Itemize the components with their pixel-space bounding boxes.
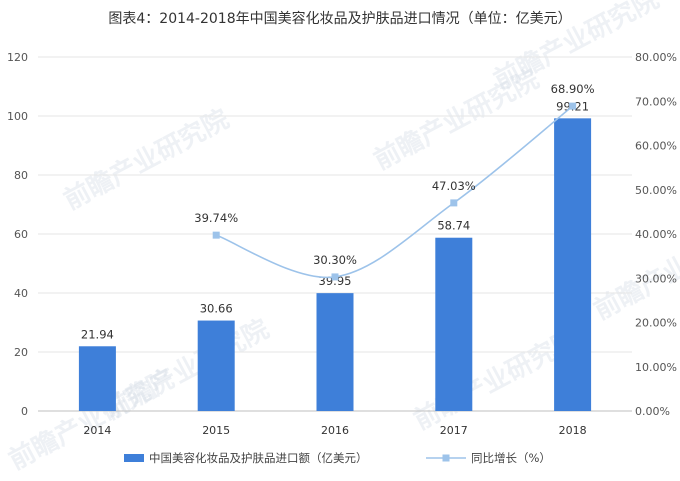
growth-data-label: 47.03% — [432, 179, 476, 193]
bar — [554, 118, 592, 411]
y-right-tick-label: 0.00% — [635, 405, 670, 418]
y-left-tick-label: 40 — [14, 287, 28, 300]
growth-point — [331, 273, 339, 281]
y-right-tick-label: 10.00% — [635, 361, 677, 374]
y-right-tick-label: 70.00% — [635, 95, 677, 108]
growth-line — [215, 105, 574, 279]
y-right-tick-label: 20.00% — [635, 317, 677, 330]
bar-data-label: 21.94 — [81, 327, 114, 341]
y-right-tick-label: 50.00% — [635, 184, 677, 197]
x-tick-label: 2018 — [559, 424, 587, 437]
y-right-tick-label: 40.00% — [635, 228, 677, 241]
legend-swatch-bar — [124, 454, 144, 462]
legend-label-bar: 中国美容化妆品及护肤品进口额（亿美元） — [149, 451, 368, 465]
growth-data-label: 30.30% — [313, 253, 357, 267]
y-right-tick-label: 60.00% — [635, 140, 677, 153]
y-left-tick-label: 120 — [7, 51, 28, 64]
y-left-tick-label: 0 — [21, 405, 28, 418]
growth-data-label: 68.90% — [551, 82, 595, 96]
x-tick-label: 2017 — [440, 424, 468, 437]
growth-point — [450, 199, 458, 207]
x-tick-label: 2014 — [83, 424, 111, 437]
y-right-tick-label: 30.00% — [635, 272, 677, 285]
y-left-tick-label: 100 — [7, 110, 28, 123]
legend-swatch-point — [442, 454, 450, 462]
growth-point — [212, 231, 220, 239]
bar-data-label: 58.74 — [437, 219, 470, 233]
bar — [435, 237, 473, 411]
bar — [78, 346, 116, 411]
watermark-text: 前瞻产业研究院 — [59, 103, 234, 216]
growth-data-label: 39.74% — [194, 211, 238, 225]
bar — [197, 320, 235, 411]
growth-point — [569, 102, 577, 110]
y-left-tick-label: 20 — [14, 346, 28, 359]
y-left-tick-label: 60 — [14, 228, 28, 241]
legend-label-line: 同比增长（%） — [471, 451, 551, 465]
y-right-tick-label: 80.00% — [635, 51, 677, 64]
x-tick-label: 2015 — [202, 424, 230, 437]
y-left-tick-label: 80 — [14, 169, 28, 182]
chart-title: 图表4：2014-2018年中国美容化妆品及护肤品进口情况（单位：亿美元） — [108, 11, 572, 27]
x-tick-label: 2016 — [321, 424, 349, 437]
bar-data-label: 30.66 — [200, 302, 233, 316]
bar — [316, 293, 354, 411]
